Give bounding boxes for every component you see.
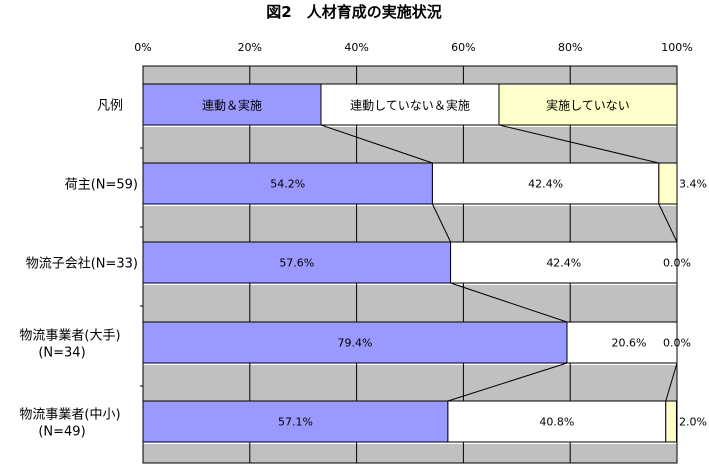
data-label: 54.2% <box>270 178 305 191</box>
gridband <box>143 285 677 322</box>
legend-entry: 連動＆実施 <box>202 98 262 113</box>
legend-entry: 実施していない <box>546 98 630 113</box>
series-connector <box>320 124 433 164</box>
data-label: 79.4% <box>338 337 373 350</box>
series-connector <box>447 362 568 402</box>
x-axis-ticks: 0% 20% 40% 60% 80% 100% <box>134 41 692 54</box>
data-label: 20.6% <box>612 337 647 350</box>
legend-label: 凡例 <box>97 99 123 114</box>
x-tick-label: 100% <box>661 41 692 54</box>
category-label: 荷主(N=59) <box>65 178 138 193</box>
data-label: 57.1% <box>278 416 313 429</box>
category-label-sub: (N=34) <box>38 346 85 361</box>
legend-swatch <box>142 83 322 126</box>
bar-segment <box>658 162 678 205</box>
legend-swatch <box>498 83 678 126</box>
category-label: 物流事業者(中小) <box>19 407 120 423</box>
category-label: 物流事業者(大手) <box>19 328 120 344</box>
x-tick-label: 40% <box>344 41 368 54</box>
bar-segment <box>142 162 433 205</box>
series-connector <box>450 282 568 323</box>
bar-segment <box>142 241 452 284</box>
series-connector <box>431 203 452 243</box>
x-tick-label: 0% <box>134 41 151 54</box>
legend-entry: 連動していない＆実施 <box>350 98 470 113</box>
bar-segment <box>665 400 677 443</box>
gridband <box>143 365 677 401</box>
data-label: 40.8% <box>539 416 574 429</box>
x-tick-label: 60% <box>451 41 475 54</box>
data-label: 42.4% <box>546 257 581 270</box>
gridband <box>143 206 677 242</box>
gridband <box>143 127 677 163</box>
data-label: 2.0% <box>679 416 707 429</box>
bar-segment <box>450 241 678 284</box>
gridband <box>143 66 677 84</box>
category-label-sub: (N=49) <box>38 425 85 440</box>
chart-title: 図2 人材育成の実施状況 <box>266 3 441 21</box>
data-label: 57.6% <box>279 257 314 270</box>
series-connector <box>665 362 678 402</box>
series-connectors <box>320 124 678 402</box>
bar-segment <box>447 400 667 443</box>
category-label: 物流子会社(N=33) <box>26 256 138 272</box>
x-tick-label: 80% <box>558 41 582 54</box>
gridband <box>143 444 677 463</box>
legend-swatch <box>320 83 500 126</box>
bar-segment <box>431 162 660 205</box>
series-connector <box>498 124 659 164</box>
data-label: 42.4% <box>528 178 563 191</box>
bar-segment <box>142 321 568 364</box>
bar-segment <box>566 321 678 364</box>
gridlines <box>140 65 678 464</box>
x-tick-label: 20% <box>238 41 262 54</box>
series-connector <box>658 203 678 243</box>
bars: 連動＆実施 連動していない＆実施 実施していない 54.2% 42.4% 3.4% 57.6… <box>142 83 707 443</box>
data-label: 0.0% <box>663 257 691 270</box>
data-label: 0.0% <box>663 337 691 350</box>
data-label: 3.4% <box>679 178 707 191</box>
